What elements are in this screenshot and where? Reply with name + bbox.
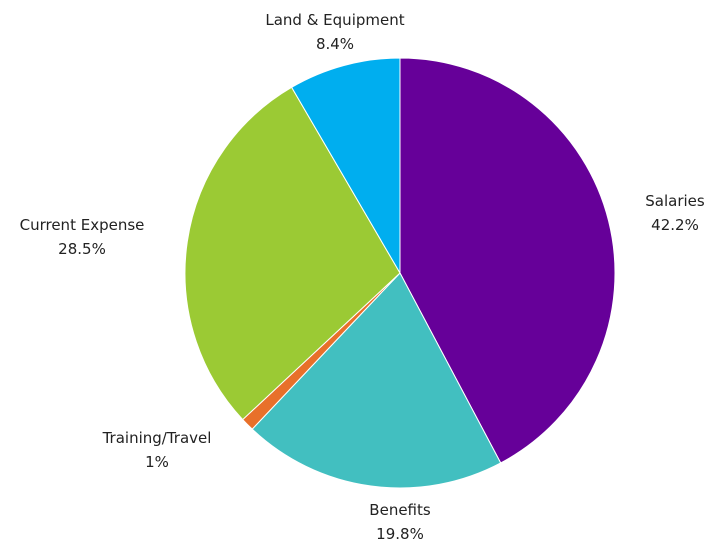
slice-value-benefits: 19.8% bbox=[376, 525, 424, 540]
slice-value-training-travel: 1% bbox=[145, 453, 169, 471]
pie-slice-benefits bbox=[251, 272, 502, 489]
slice-label-current-expense: Current Expense bbox=[20, 216, 145, 234]
slice-value-land-equipment: 8.4% bbox=[316, 35, 354, 53]
pie-slice-land-equipment bbox=[290, 57, 401, 275]
slice-labels: Salaries 42.2% Benefits 19.8% Training/Trave… bbox=[20, 11, 705, 540]
slice-label-land-equipment: Land & Equipment bbox=[265, 11, 404, 29]
pie-slice-salaries bbox=[399, 57, 616, 464]
pie-slices bbox=[184, 57, 616, 489]
slice-label-benefits: Benefits bbox=[369, 501, 431, 519]
slice-label-training-travel: Training/Travel bbox=[102, 429, 212, 447]
slice-value-salaries: 42.2% bbox=[651, 216, 699, 234]
slice-value-current-expense: 28.5% bbox=[58, 240, 106, 258]
pie-slice-current-expense bbox=[184, 86, 401, 421]
slice-label-salaries: Salaries bbox=[645, 192, 705, 210]
